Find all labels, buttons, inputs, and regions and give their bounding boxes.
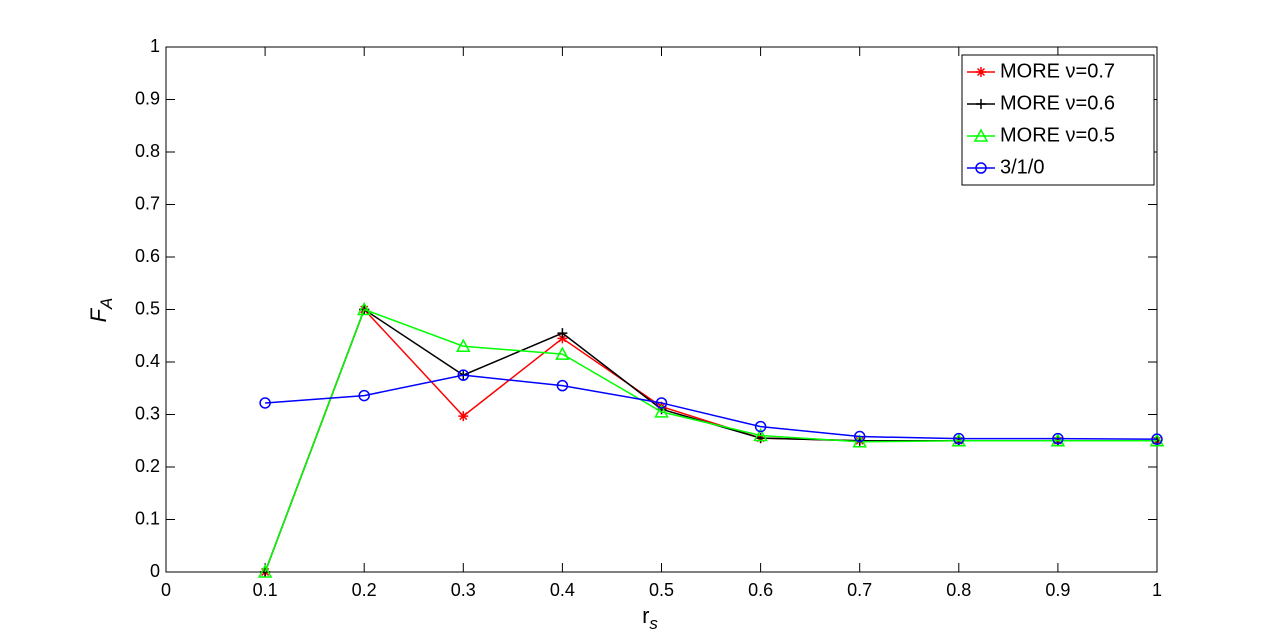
legend-box bbox=[961, 54, 1155, 186]
x-tick-label: 0.3 bbox=[451, 580, 476, 600]
marker bbox=[358, 389, 370, 402]
y-tick-label: 0 bbox=[150, 561, 160, 581]
x-tick-label: 0.5 bbox=[649, 580, 674, 600]
series-line bbox=[265, 374, 1158, 440]
marker bbox=[356, 301, 372, 316]
legend: MORE ν=0.7 MORE ν=0.6 MORE ν=0.5 3/1/0 bbox=[961, 54, 1155, 186]
marker bbox=[457, 369, 470, 381]
marker bbox=[655, 397, 668, 409]
y-tick-label: 0.6 bbox=[135, 246, 160, 266]
x-tick-label: 0.7 bbox=[847, 580, 872, 600]
x-tick-label: 0.2 bbox=[352, 580, 377, 600]
y-tick-label: 0.7 bbox=[135, 193, 160, 213]
y-tick-label: 0.9 bbox=[135, 88, 160, 108]
legend-label: MORE ν=0.6 bbox=[1000, 92, 1115, 114]
marker bbox=[1050, 433, 1066, 447]
y-tick-label: 1 bbox=[150, 36, 160, 56]
legend-marker bbox=[973, 128, 989, 142]
marker bbox=[1151, 433, 1163, 445]
y-tick-label: 0.8 bbox=[135, 141, 160, 161]
x-tick-label: 0.9 bbox=[1045, 580, 1070, 600]
marker bbox=[1052, 432, 1064, 445]
y-axis-label-text: F bbox=[86, 307, 111, 322]
legend-label: 3/1/0 bbox=[1000, 156, 1044, 178]
marker bbox=[259, 397, 271, 409]
legend-marker bbox=[976, 99, 986, 109]
x-axis-label-subscript: s bbox=[649, 614, 658, 633]
legend-label: MORE ν=0.7 bbox=[1000, 60, 1115, 82]
y-tick-label: 0.3 bbox=[135, 403, 160, 423]
marker bbox=[753, 427, 768, 442]
marker bbox=[953, 432, 965, 445]
x-tick-label: 0.6 bbox=[748, 580, 773, 600]
x-tick-label: 0 bbox=[161, 580, 171, 600]
x-tick-label: 0.4 bbox=[550, 580, 575, 600]
marker bbox=[557, 328, 568, 339]
marker bbox=[458, 411, 469, 422]
marker bbox=[557, 333, 568, 344]
x-tick-label: 0.8 bbox=[946, 580, 971, 600]
marker bbox=[654, 404, 669, 418]
y-tick-label: 0.1 bbox=[135, 508, 160, 528]
y-tick-label: 0.5 bbox=[135, 298, 160, 318]
marker bbox=[556, 379, 569, 392]
y-tick-label: 0.2 bbox=[135, 456, 160, 476]
y-tick-label: 0.4 bbox=[135, 351, 160, 371]
marker bbox=[555, 346, 570, 360]
marker bbox=[1149, 433, 1165, 447]
marker bbox=[257, 564, 273, 578]
legend-label: MORE ν=0.5 bbox=[1000, 124, 1115, 146]
marker bbox=[951, 433, 967, 447]
y-axis-label-subscript: A bbox=[97, 298, 116, 310]
x-tick-label: 1 bbox=[1152, 580, 1162, 600]
y-axis-label: FA bbox=[86, 298, 117, 323]
x-axis-label-text: r bbox=[642, 603, 649, 628]
marker bbox=[853, 430, 866, 443]
series-line bbox=[264, 308, 1157, 573]
marker bbox=[754, 420, 767, 433]
legend-marker bbox=[976, 67, 986, 77]
legend-marker bbox=[975, 162, 987, 174]
x-tick-label: 0.1 bbox=[253, 580, 278, 600]
x-axis-label: rs bbox=[642, 603, 658, 634]
marker bbox=[456, 338, 471, 352]
